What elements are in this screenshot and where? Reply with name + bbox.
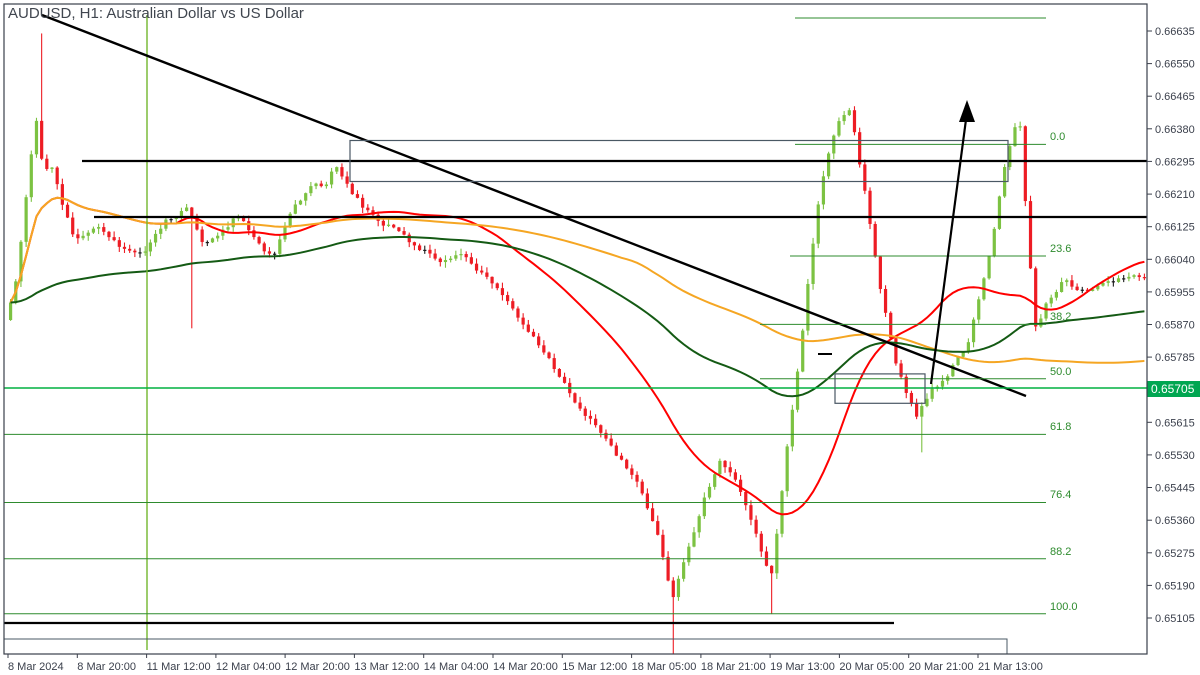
svg-text:0.66125: 0.66125 — [1155, 222, 1195, 234]
svg-text:23.6: 23.6 — [1050, 243, 1071, 255]
svg-text:0.65445: 0.65445 — [1155, 483, 1195, 495]
svg-text:0.65785: 0.65785 — [1155, 352, 1195, 364]
svg-text:0.66210: 0.66210 — [1155, 189, 1195, 201]
svg-text:19 Mar 13:00: 19 Mar 13:00 — [770, 661, 835, 673]
svg-text:76.4: 76.4 — [1050, 489, 1071, 501]
svg-text:0.66635: 0.66635 — [1155, 26, 1195, 38]
svg-text:12 Mar 04:00: 12 Mar 04:00 — [216, 661, 281, 673]
svg-text:50.0: 50.0 — [1050, 366, 1071, 378]
svg-text:20 Mar 05:00: 20 Mar 05:00 — [839, 661, 904, 673]
svg-text:0.0: 0.0 — [1050, 131, 1065, 143]
svg-text:0.65615: 0.65615 — [1155, 417, 1195, 429]
svg-text:0.65530: 0.65530 — [1155, 450, 1195, 462]
svg-text:0.65360: 0.65360 — [1155, 515, 1195, 527]
svg-text:0.65275: 0.65275 — [1155, 548, 1195, 560]
svg-text:21 Mar 13:00: 21 Mar 13:00 — [978, 661, 1043, 673]
svg-text:12 Mar 20:00: 12 Mar 20:00 — [285, 661, 350, 673]
svg-text:14 Mar 20:00: 14 Mar 20:00 — [493, 661, 558, 673]
svg-text:8 Mar 2024: 8 Mar 2024 — [8, 661, 64, 673]
svg-text:61.8: 61.8 — [1050, 421, 1071, 433]
svg-text:88.2: 88.2 — [1050, 546, 1071, 558]
svg-text:0.66380: 0.66380 — [1155, 124, 1195, 136]
svg-text:18 Mar 21:00: 18 Mar 21:00 — [701, 661, 766, 673]
svg-text:0.65190: 0.65190 — [1155, 580, 1195, 592]
svg-text:0.66295: 0.66295 — [1155, 156, 1195, 168]
svg-text:0.66550: 0.66550 — [1155, 59, 1195, 71]
svg-text:8 Mar 20:00: 8 Mar 20:00 — [77, 661, 136, 673]
svg-text:13 Mar 12:00: 13 Mar 12:00 — [354, 661, 419, 673]
svg-text:AUDUSD, H1: Australian Dollar: AUDUSD, H1: Australian Dollar vs US Doll… — [8, 5, 304, 22]
svg-text:0.65870: 0.65870 — [1155, 320, 1195, 332]
svg-text:15 Mar 12:00: 15 Mar 12:00 — [562, 661, 627, 673]
svg-text:0.65105: 0.65105 — [1155, 613, 1195, 625]
svg-text:20 Mar 21:00: 20 Mar 21:00 — [909, 661, 974, 673]
svg-text:14 Mar 04:00: 14 Mar 04:00 — [424, 661, 489, 673]
svg-text:100.0: 100.0 — [1050, 601, 1078, 613]
svg-text:11 Mar 12:00: 11 Mar 12:00 — [147, 661, 211, 673]
svg-text:0.65705: 0.65705 — [1151, 382, 1195, 396]
svg-text:0.66465: 0.66465 — [1155, 91, 1195, 103]
svg-text:0.65955: 0.65955 — [1155, 287, 1195, 299]
svg-text:0.66040: 0.66040 — [1155, 254, 1195, 266]
svg-text:18 Mar 05:00: 18 Mar 05:00 — [632, 661, 697, 673]
svg-text:38.2: 38.2 — [1050, 311, 1071, 323]
